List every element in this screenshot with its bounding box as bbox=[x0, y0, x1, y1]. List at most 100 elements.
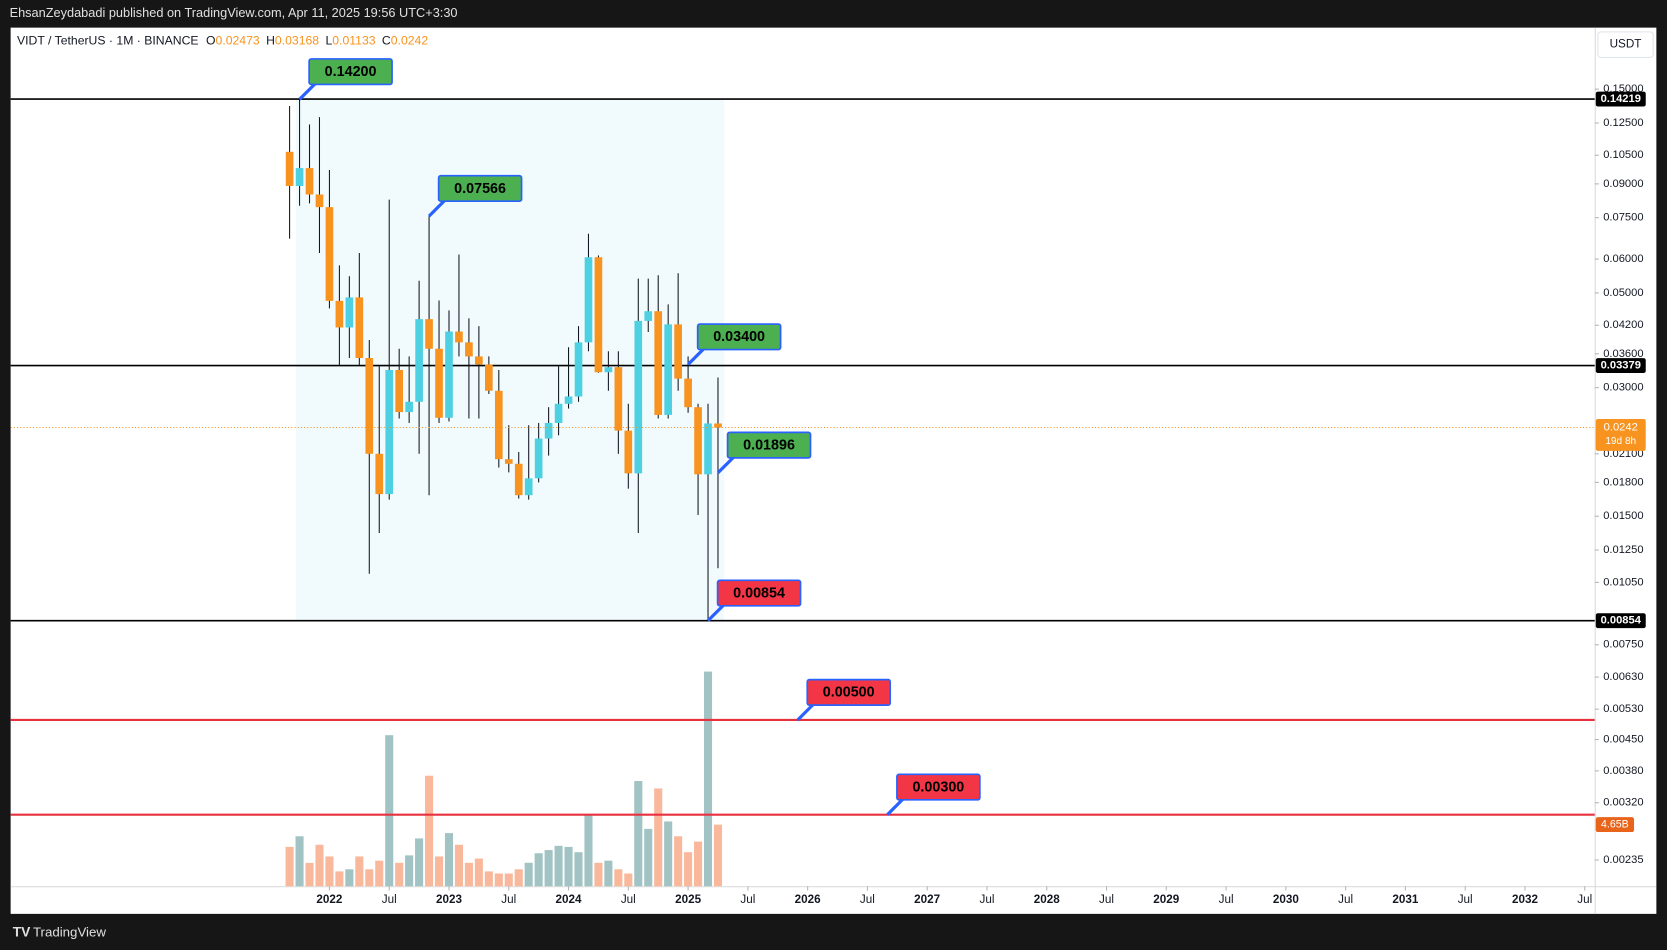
x-tick-label: 2023 bbox=[436, 893, 463, 906]
x-tick-label: Jul bbox=[1099, 893, 1114, 906]
level-tag bbox=[1595, 358, 1646, 374]
volume-bar bbox=[295, 836, 304, 887]
candle-body bbox=[514, 463, 523, 496]
candle-body bbox=[375, 453, 384, 495]
candle-body bbox=[355, 297, 364, 359]
callout-label: 0.00300 bbox=[912, 779, 964, 795]
y-tick-label: 0.01500 bbox=[1603, 510, 1643, 522]
candle-body bbox=[544, 422, 553, 439]
countdown: 19d 8h bbox=[1605, 436, 1636, 447]
volume-bar bbox=[624, 873, 633, 887]
x-tick-label: 2032 bbox=[1512, 893, 1539, 906]
volume-bar bbox=[564, 846, 573, 887]
currency-button[interactable] bbox=[1597, 31, 1654, 58]
level-tag-label: 0.03379 bbox=[1601, 360, 1641, 372]
candle-body bbox=[405, 401, 413, 413]
y-tick-label: 0.09000 bbox=[1603, 178, 1643, 190]
ohlc-value: 0.0242 bbox=[391, 34, 429, 48]
y-tick-label: 0.04200 bbox=[1603, 319, 1643, 331]
y-tick-label: 0.03600 bbox=[1603, 348, 1643, 360]
x-tick-label: Jul bbox=[1458, 893, 1473, 906]
volume-bar bbox=[365, 869, 374, 887]
y-tick-label: 0.02100 bbox=[1603, 448, 1643, 460]
ohlc-value: 0.02473 bbox=[216, 34, 260, 48]
y-tick-label: 0.07500 bbox=[1603, 212, 1643, 224]
volume-bar bbox=[345, 869, 354, 887]
candle-body bbox=[654, 311, 663, 415]
candle-body bbox=[435, 348, 443, 418]
candle-body bbox=[285, 151, 294, 186]
y-tick-label: 0.01250 bbox=[1603, 544, 1643, 556]
y-tick-label: 0.00750 bbox=[1603, 639, 1643, 651]
volume-bar bbox=[644, 828, 653, 887]
volume-bar bbox=[604, 860, 613, 887]
callout-pointer bbox=[886, 797, 905, 816]
y-tick-label: 0.00235 bbox=[1603, 854, 1643, 866]
x-tick-label: 2028 bbox=[1034, 893, 1061, 906]
candle-body bbox=[614, 367, 623, 431]
current-price-label: 0.0242 bbox=[1604, 421, 1638, 433]
x-tick-label: Jul bbox=[382, 893, 397, 906]
ohlc-value: 0.01133 bbox=[332, 34, 375, 48]
volume-bar bbox=[584, 815, 593, 887]
candle-body bbox=[455, 331, 463, 343]
x-tick-label: Jul bbox=[860, 893, 875, 906]
y-tick-label: 0.03000 bbox=[1603, 382, 1643, 394]
volume-bar bbox=[395, 862, 404, 887]
x-tick-label: 2031 bbox=[1392, 893, 1419, 906]
volume-bar bbox=[425, 775, 434, 887]
candle-body bbox=[554, 403, 563, 423]
y-tick-label: 0.00630 bbox=[1603, 671, 1643, 683]
ohlc-label: H bbox=[266, 34, 275, 48]
candle-body bbox=[664, 324, 672, 415]
volume-bar bbox=[694, 841, 703, 887]
volume-bar bbox=[684, 852, 693, 887]
y-tick-label: 0.10500 bbox=[1603, 149, 1643, 161]
volume-bar bbox=[315, 844, 324, 887]
y-tick-label: 0.01050 bbox=[1603, 576, 1643, 588]
ohlc-value: 0.03168 bbox=[275, 34, 319, 48]
candle-body bbox=[385, 369, 394, 495]
currency-label: USDT bbox=[1610, 38, 1642, 51]
candle-body bbox=[485, 364, 493, 391]
callout-box bbox=[308, 58, 393, 86]
volume-bar bbox=[474, 858, 483, 887]
y-tick-label: 0.00530 bbox=[1603, 703, 1643, 715]
y-tick-label: 0.15000 bbox=[1603, 83, 1643, 95]
candle-body bbox=[704, 423, 712, 475]
volume-bar bbox=[514, 869, 523, 887]
candle-body bbox=[684, 378, 692, 408]
y-tick-label: 0.06000 bbox=[1603, 253, 1643, 265]
y-tick-label: 0.12500 bbox=[1603, 117, 1643, 129]
level-tag bbox=[1595, 613, 1646, 629]
volume-bar bbox=[494, 873, 503, 887]
volume-bar bbox=[464, 862, 473, 887]
candle-body bbox=[644, 311, 653, 321]
callout-label: 0.07566 bbox=[454, 181, 506, 197]
callout-label: 0.03400 bbox=[713, 329, 765, 345]
candle-body bbox=[574, 342, 583, 397]
y-tick-label: 0.00320 bbox=[1603, 797, 1643, 809]
x-tick-label: Jul bbox=[501, 893, 516, 906]
callout-pointer bbox=[427, 199, 447, 218]
candle-body bbox=[624, 430, 633, 474]
callout-label: 0.00854 bbox=[733, 585, 785, 601]
volume-bar bbox=[454, 844, 463, 887]
candle-body bbox=[445, 331, 453, 418]
ohlc-label: L bbox=[325, 34, 332, 48]
volume-bar bbox=[444, 833, 454, 887]
callout-box bbox=[696, 323, 782, 351]
volume-bar bbox=[594, 862, 603, 887]
callout-label: 0.01896 bbox=[743, 437, 795, 453]
volume-bar bbox=[524, 862, 533, 887]
volume-bar bbox=[285, 846, 294, 887]
candle-body bbox=[475, 356, 483, 365]
callout-label: 0.14200 bbox=[325, 64, 377, 80]
volume-bar bbox=[544, 850, 553, 887]
x-tick-label: Jul bbox=[980, 893, 995, 906]
candle-body bbox=[594, 257, 603, 373]
callout-box bbox=[806, 678, 892, 706]
callout-pointer bbox=[706, 603, 726, 622]
candle-body bbox=[395, 369, 404, 413]
volume-bar bbox=[634, 781, 643, 887]
